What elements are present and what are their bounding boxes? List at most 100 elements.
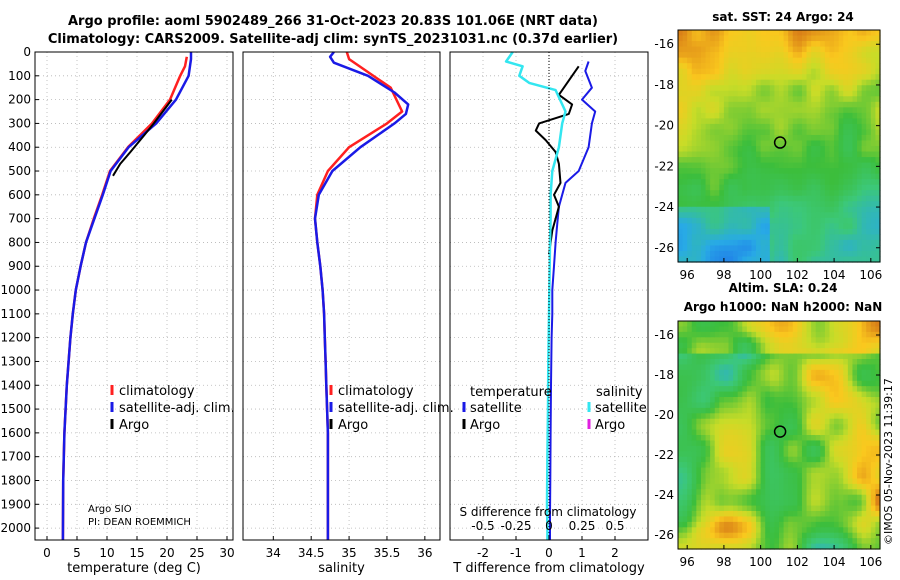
difference-xtick-label: 2 <box>611 546 619 560</box>
difference-legend-label: satellite <box>470 401 522 416</box>
temperature-ytick-label: 1800 <box>0 473 31 487</box>
temperature-xtick-label: 25 <box>189 546 204 560</box>
difference-top-tick-label: -0.5 <box>471 519 494 533</box>
sst-map-xtick-label: 104 <box>823 268 846 282</box>
sla-map-ytick-label: -20 <box>654 408 674 422</box>
salinity-legend-label: satellite-adj. clim. <box>338 401 454 416</box>
temperature-xtick-label: 5 <box>73 546 81 560</box>
sst-map-argo-marker <box>773 136 787 149</box>
salinity-xlabel: salinity <box>318 561 365 576</box>
difference-legend-label: satellite <box>595 401 647 416</box>
sla-map-ytick-label: -24 <box>654 488 674 502</box>
temperature-ytick-label: 1500 <box>0 402 31 416</box>
temperature-legend-label: satellite-adj. clim. <box>119 401 235 416</box>
temperature-ytick-label: 1100 <box>0 307 31 321</box>
sla-map-heatmap <box>678 321 881 550</box>
temperature-legend-label: climatology <box>119 384 195 399</box>
salinity-xtick-label: 35 <box>341 546 356 560</box>
sla-map-ytick-label: -18 <box>654 368 674 382</box>
difference-xtick-label: 1 <box>578 546 586 560</box>
sla-map-argo-marker <box>773 425 787 438</box>
temperature-xtick-label: 0 <box>43 546 51 560</box>
difference-legend-sal-title: salinity <box>596 385 643 400</box>
salinity-legend-label: Argo <box>338 418 368 433</box>
difference-top-tick-label: -0.25 <box>500 519 531 533</box>
difference-series-t-satellite <box>549 61 597 540</box>
sla-map-frame <box>677 320 881 550</box>
difference-top-xlabel: S difference from climatology <box>460 505 637 519</box>
temperature-ytick-label: 1000 <box>0 283 31 297</box>
temperature-series-climatology <box>61 56 189 541</box>
temperature-ytick-label: 200 <box>8 93 31 107</box>
temperature-ytick-label: 0 <box>23 45 31 59</box>
temperature-xtick-label: 15 <box>129 546 144 560</box>
sst-map-ytick-label: -22 <box>654 159 674 173</box>
temperature-ytick-label: 100 <box>8 69 31 83</box>
temperature-ytick-label: 2000 <box>0 521 31 535</box>
temperature-xlabel: temperature (deg C) <box>67 561 201 576</box>
temperature-ytick-label: 1700 <box>0 450 31 464</box>
sst-map-xtick-label: 102 <box>786 268 809 282</box>
salinity-legend-label: climatology <box>338 384 414 399</box>
temperature-ytick-label: 1300 <box>0 354 31 368</box>
temperature-ytick-label: 400 <box>8 140 31 154</box>
temperature-ytick-label: 1900 <box>0 497 31 511</box>
difference-xlabel: T difference from climatology <box>452 561 645 576</box>
figure-title-line2: Climatology: CARS2009. Satellite-adj cli… <box>47 32 619 47</box>
figure-title-line1: Argo profile: aoml 5902489_266 31-Oct-20… <box>67 14 599 29</box>
sst-map-heatmap <box>678 30 881 263</box>
sst-map-ytick-label: -26 <box>654 241 674 255</box>
salinity-series-satellite-adj-clim- <box>313 51 410 540</box>
sla-map-ytick-label: -22 <box>654 448 674 462</box>
temperature-ytick-label: 500 <box>8 164 31 178</box>
temperature-ytick-label: 600 <box>8 188 31 202</box>
sla-map-title-line2: Argo h1000: NaN h2000: NaN <box>683 300 883 314</box>
temperature-ytick-label: 1400 <box>0 378 31 392</box>
salinity-xtick-label: 34.5 <box>298 546 325 560</box>
sla-map-xtick-label: 98 <box>716 555 731 569</box>
difference-legend-temp-title: temperature <box>470 385 552 400</box>
sst-map-title: sat. SST: 24 Argo: 24 <box>712 10 854 24</box>
sla-map-xtick-label: 102 <box>786 555 809 569</box>
sla-map-ytick-label: -16 <box>654 328 674 342</box>
temperature-ytick-label: 800 <box>8 235 31 249</box>
temperature-ytick-label: 1200 <box>0 331 31 345</box>
sst-map-ytick-label: -24 <box>654 200 674 214</box>
salinity-xtick-label: 36 <box>417 546 432 560</box>
sst-map-xtick-label: 106 <box>859 268 882 282</box>
difference-xtick-label: -1 <box>510 546 522 560</box>
difference-xtick-label: 0 <box>545 546 553 560</box>
argo-credit-line2: PI: DEAN ROEMMICH <box>88 517 191 528</box>
salinity-axes-frame <box>242 51 441 541</box>
difference-top-tick-label: 0.25 <box>569 519 596 533</box>
sst-map-xtick-label: 96 <box>680 268 695 282</box>
sla-map-ytick-label: -26 <box>654 528 674 542</box>
difference-series-t-argo <box>534 65 580 255</box>
sla-map-xtick-label: 104 <box>823 555 846 569</box>
difference-legend-label: Argo <box>595 418 625 433</box>
temperature-xtick-label: 10 <box>99 546 114 560</box>
sst-map-xtick-label: 100 <box>749 268 772 282</box>
sst-map-ytick-label: -16 <box>654 37 674 51</box>
temperature-ytick-label: 700 <box>8 212 31 226</box>
temperature-series-argo <box>112 98 173 177</box>
sst-map-ytick-label: -18 <box>654 78 674 92</box>
temperature-ytick-label: 1600 <box>0 426 31 440</box>
difference-xtick-label: -2 <box>477 546 489 560</box>
sla-map-title-line1: Altim. SLA: 0.24 <box>728 281 838 295</box>
difference-top-tick-label: 0.5 <box>605 519 624 533</box>
difference-series-s-satellite <box>504 51 567 540</box>
salinity-xtick-label: 34 <box>266 546 281 560</box>
argo-credit-line1: Argo SIO <box>88 504 132 515</box>
difference-top-tick-label: 0 <box>545 519 553 533</box>
temperature-legend-label: Argo <box>119 418 149 433</box>
difference-legend-label: Argo <box>470 418 500 433</box>
temperature-ytick-label: 300 <box>8 116 31 130</box>
temperature-ytick-label: 900 <box>8 259 31 273</box>
salinity-xtick-label: 35.5 <box>374 546 401 560</box>
temperature-series-satellite-adj-clim- <box>61 52 193 541</box>
sla-map-xtick-label: 106 <box>859 555 882 569</box>
sst-map-xtick-label: 98 <box>716 268 731 282</box>
sst-map-ytick-label: -20 <box>654 119 674 133</box>
